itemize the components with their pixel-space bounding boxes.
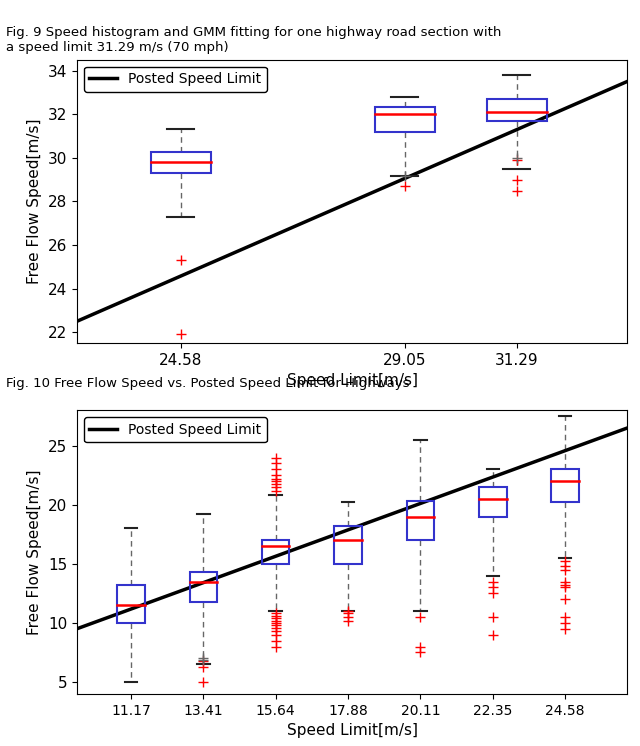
Legend: Posted Speed Limit: Posted Speed Limit: [84, 66, 267, 92]
X-axis label: Speed Limit[m/s]: Speed Limit[m/s]: [287, 374, 417, 389]
Bar: [406, 501, 434, 540]
Bar: [551, 469, 579, 503]
Bar: [189, 572, 217, 601]
Legend: Posted Speed Limit: Posted Speed Limit: [84, 417, 267, 442]
Bar: [151, 152, 211, 173]
X-axis label: Speed Limit[m/s]: Speed Limit[m/s]: [287, 723, 417, 738]
Text: Fig. 10 Free Flow Speed vs. Posted Speed Limit for Highways: Fig. 10 Free Flow Speed vs. Posted Speed…: [6, 377, 410, 389]
Bar: [117, 585, 145, 623]
Bar: [486, 99, 547, 121]
Bar: [334, 526, 362, 564]
Text: Fig. 9 Speed histogram and GMM fitting for one highway road section with
a speed: Fig. 9 Speed histogram and GMM fitting f…: [6, 26, 502, 54]
Bar: [374, 107, 435, 131]
Bar: [479, 487, 507, 516]
Y-axis label: Free Flow Speed[m/s]: Free Flow Speed[m/s]: [27, 119, 42, 284]
Bar: [262, 540, 289, 564]
Y-axis label: Free Flow Speed[m/s]: Free Flow Speed[m/s]: [28, 469, 42, 635]
